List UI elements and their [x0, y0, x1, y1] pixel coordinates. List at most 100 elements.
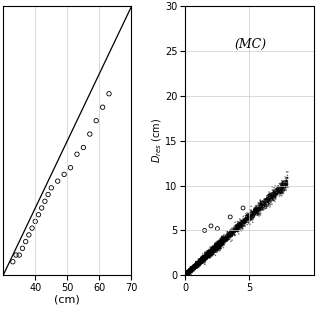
Point [208, 255, 213, 260]
Point [244, 218, 249, 223]
Point [231, 228, 236, 234]
Point [210, 246, 215, 251]
Point [189, 264, 195, 269]
Point [193, 262, 198, 268]
Point [257, 205, 262, 210]
Point [184, 271, 189, 276]
Point [221, 236, 226, 241]
Point [183, 272, 188, 277]
Point [220, 239, 225, 244]
Point [277, 188, 282, 194]
Point [187, 268, 192, 273]
Point [210, 247, 215, 252]
Point [217, 242, 222, 247]
Point [255, 207, 260, 212]
Point [196, 260, 201, 265]
Point [186, 271, 191, 276]
Point [200, 257, 205, 262]
Point [200, 254, 205, 259]
Point [279, 188, 284, 193]
Point [211, 248, 216, 253]
Point [217, 240, 222, 245]
Point [209, 250, 214, 255]
Point [183, 272, 188, 277]
Point [184, 272, 189, 277]
Point [283, 180, 288, 185]
Point [223, 238, 228, 244]
Point [203, 254, 208, 259]
Point [186, 270, 191, 275]
Point [202, 256, 207, 261]
Point [226, 234, 231, 239]
Point [186, 269, 191, 274]
Point [187, 268, 192, 273]
Point [200, 258, 205, 263]
Point [186, 271, 191, 276]
Point [187, 267, 192, 272]
Point [216, 242, 221, 247]
Point [217, 240, 222, 245]
Point [196, 259, 201, 264]
Point [197, 260, 202, 266]
Point [198, 260, 204, 265]
Point [220, 239, 225, 244]
Point [228, 231, 233, 236]
Point [200, 257, 205, 262]
Point [195, 260, 200, 265]
Point [207, 253, 212, 259]
Point [278, 182, 283, 187]
Point [207, 252, 212, 257]
Point [190, 270, 195, 275]
Point [199, 260, 204, 265]
Point [215, 243, 220, 248]
Point [206, 252, 212, 257]
Point [259, 201, 264, 206]
Point [194, 262, 199, 267]
Point [249, 213, 254, 218]
Point [183, 272, 188, 277]
Point [226, 231, 231, 236]
Point [206, 252, 211, 257]
Point [198, 259, 203, 264]
Point [214, 247, 219, 252]
Point [197, 256, 203, 261]
Point [264, 198, 269, 204]
Point [206, 252, 212, 257]
Point [259, 207, 264, 212]
Point [203, 252, 208, 257]
Point [224, 237, 229, 242]
Point [200, 256, 205, 261]
Point [185, 269, 190, 274]
Point [196, 263, 201, 268]
Point [219, 242, 224, 247]
Point [207, 249, 212, 254]
Point [256, 203, 261, 208]
Point [213, 244, 219, 249]
Point [202, 253, 207, 259]
Point [212, 246, 218, 251]
Point [240, 221, 245, 226]
Point [235, 223, 240, 228]
Point [283, 180, 288, 186]
Point [202, 254, 207, 259]
Point [221, 239, 226, 244]
Point [198, 255, 204, 260]
Point [225, 234, 230, 239]
Point [263, 202, 268, 207]
Point [189, 270, 194, 275]
Point [199, 257, 204, 262]
Point [201, 259, 206, 264]
Point [195, 261, 200, 267]
Point [233, 220, 238, 225]
Point [212, 248, 218, 253]
Point [220, 238, 225, 243]
Point [185, 272, 190, 277]
Point [216, 242, 221, 247]
Point [207, 251, 212, 256]
Point [214, 242, 219, 247]
Point [206, 248, 212, 253]
Point [280, 187, 285, 192]
Point [199, 258, 204, 263]
Point [205, 250, 211, 255]
Point [211, 252, 216, 257]
